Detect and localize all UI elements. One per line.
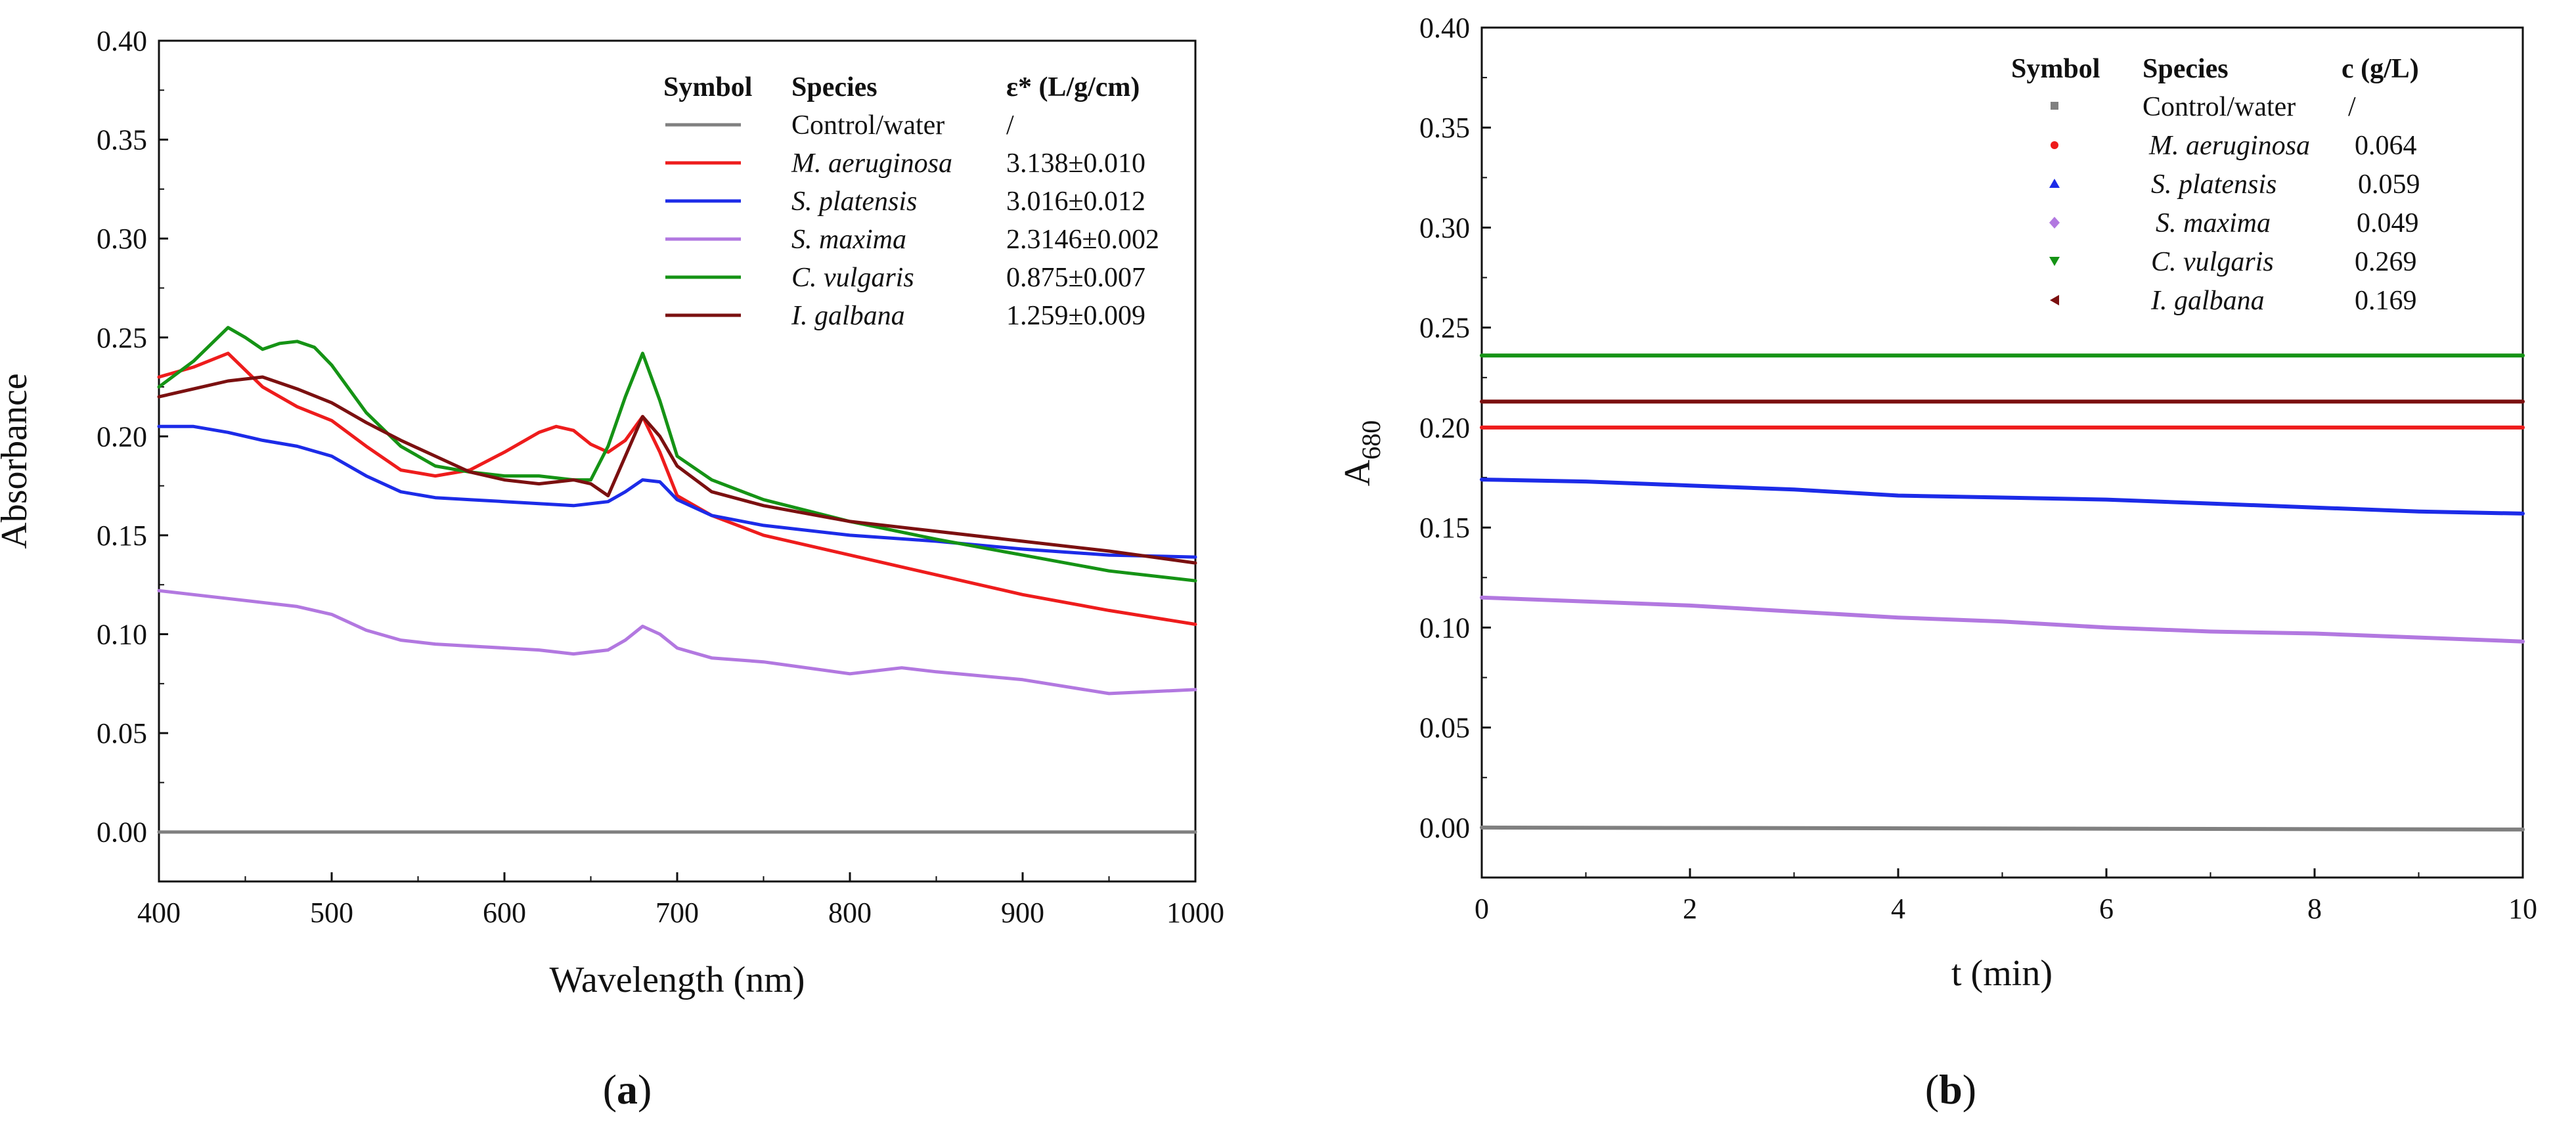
panel-b-x-tick-label: 6 bbox=[2099, 893, 2114, 925]
panel-b-y-axis-title-main: A bbox=[1337, 459, 1378, 486]
panel-b-legend-species-m-aeruginosa: M. aeruginosa bbox=[2148, 131, 2310, 161]
panel-b-legend-value-m-aeruginosa: 0.064 bbox=[2355, 131, 2417, 161]
panel-a-legend-species-s-maxima: S. maxima bbox=[791, 225, 906, 255]
panel-a-y-ticks: 0.00 0.05 0.10 0.15 0.20 0.25 0.30 0.35 0.40 bbox=[97, 25, 168, 849]
panel-b-legend-value-c-vulgaris: 0.269 bbox=[2355, 247, 2417, 277]
panel-b-legend-header-species: Species bbox=[2143, 54, 2229, 84]
panel-a-legend-value-s-maxima: 2.3146±0.002 bbox=[1006, 225, 1159, 255]
panel-b-legend-marker-m-aeruginosa bbox=[2051, 141, 2058, 149]
panel-b-legend-species-c-vulgaris: C. vulgaris bbox=[2151, 247, 2274, 277]
panel-b-y-tick-label: 0.35 bbox=[1419, 112, 1470, 144]
panel-a-series bbox=[157, 326, 1197, 834]
panel-a-x-tick-label: 1000 bbox=[1166, 897, 1224, 929]
panel-b-x-tick-label: 0 bbox=[1475, 893, 1489, 925]
panel-a-y-tick-label: 0.10 bbox=[97, 619, 147, 651]
panel-b-legend-species-control: Control/water bbox=[2143, 92, 2296, 122]
panel-a-y-tick-label: 0.05 bbox=[97, 717, 147, 749]
panel-b-legend-value-s-maxima: 0.049 bbox=[2357, 208, 2419, 238]
panel-b-series-s-maxima bbox=[1480, 595, 2525, 644]
panel-b-legend-value-i-galbana: 0.169 bbox=[2355, 286, 2417, 316]
panel-a-legend-species-s-platensis: S. platensis bbox=[791, 187, 917, 217]
panel-b-y-tick-label: 0.00 bbox=[1419, 812, 1470, 844]
panel-a-y-tick-label: 0.35 bbox=[97, 124, 147, 156]
panel-a-y-tick-label: 0.30 bbox=[97, 223, 147, 255]
panel-a-label-letter: a bbox=[617, 1066, 638, 1113]
panel-b-x-ticks: 0 2 4 6 8 10 bbox=[1475, 868, 2537, 925]
panel-a-legend: Symbol Species ε* (L/g/cm) Control/water… bbox=[663, 72, 1159, 331]
panel-b-legend-marker-s-platensis bbox=[2049, 179, 2060, 188]
panel-b-legend-marker-s-maxima bbox=[2049, 217, 2060, 229]
panel-b-x-axis-title: t (min) bbox=[1951, 953, 2053, 994]
panel-b-x-tick-label: 4 bbox=[1891, 893, 1905, 925]
panel-b-series-s-platensis bbox=[1480, 478, 2525, 516]
panel-a-legend-value-control: / bbox=[1006, 110, 1014, 141]
panel-b-y-tick-label: 0.20 bbox=[1419, 412, 1470, 444]
panel-a-legend-species-control: Control/water bbox=[791, 110, 944, 141]
panel-b-legend-marker-c-vulgaris bbox=[2049, 257, 2060, 266]
panel-a: 0.00 0.05 0.10 0.15 0.20 0.25 0.30 0.35 0.40 400… bbox=[0, 25, 1224, 1113]
panel-b-y-axis-title-subscript: 680 bbox=[1356, 420, 1386, 460]
panel-b-label-letter: b bbox=[1939, 1066, 1963, 1113]
panel-b-y-axis-title: A680 bbox=[1337, 420, 1386, 486]
panel-b-legend-marker-control bbox=[2051, 102, 2058, 110]
panel-a-y-tick-label: 0.20 bbox=[97, 420, 147, 453]
panel-b-legend-species-s-platensis: S. platensis bbox=[2151, 169, 2276, 200]
panel-b-x-tick-label: 2 bbox=[1683, 893, 1697, 925]
panel-b-legend-value-control: / bbox=[2348, 92, 2356, 122]
panel-a-legend-value-m-aeruginosa: 3.138±0.010 bbox=[1006, 148, 1145, 179]
panel-a-y-tick-label: 0.25 bbox=[97, 322, 147, 354]
panel-b-series-control-water bbox=[1480, 825, 2525, 832]
panel-b-y-tick-label: 0.30 bbox=[1419, 211, 1470, 244]
panel-b-legend-marker-i-galbana bbox=[2050, 295, 2059, 305]
panel-a-legend-species-c-vulgaris: C. vulgaris bbox=[791, 263, 914, 293]
panel-a-x-ticks: 400 500 600 700 800 900 1000 bbox=[137, 872, 1224, 929]
panel-b: 0.00 0.05 0.10 0.15 0.20 0.25 0.30 0.35 0.40 0 2 4… bbox=[1337, 12, 2537, 1113]
panel-a-x-axis-title: Wavelength (nm) bbox=[550, 960, 805, 1000]
panel-a-y-tick-label: 0.00 bbox=[97, 816, 147, 849]
panel-b-x-tick-label: 10 bbox=[2508, 893, 2537, 925]
panel-a-x-tick-label: 500 bbox=[310, 897, 353, 929]
panel-a-y-tick-label: 0.15 bbox=[97, 520, 147, 552]
panel-b-legend-header-symbol: Symbol bbox=[2011, 54, 2100, 84]
panel-a-legend-value-i-galbana: 1.259±0.009 bbox=[1006, 301, 1145, 331]
panel-a-legend-species-i-galbana: I. galbana bbox=[791, 301, 905, 331]
panel-a-legend-header-species: Species bbox=[791, 72, 877, 102]
panel-a-legend-header-symbol: Symbol bbox=[663, 72, 752, 102]
panel-a-series-c-vulgaris bbox=[157, 326, 1197, 583]
panel-b-y-tick-label: 0.15 bbox=[1419, 512, 1470, 544]
panel-b-legend-species-s-maxima: S. maxima bbox=[2156, 208, 2271, 238]
panel-a-x-tick-label: 600 bbox=[483, 897, 526, 929]
panel-a-label: (a) bbox=[603, 1066, 652, 1113]
panel-b-y-ticks: 0.00 0.05 0.10 0.15 0.20 0.25 0.30 0.35 0.40 bbox=[1419, 12, 1491, 844]
panel-a-x-tick-label: 800 bbox=[828, 897, 872, 929]
panel-a-y-axis-title: Absorbance bbox=[0, 373, 35, 548]
panel-a-legend-value-s-platensis: 3.016±0.012 bbox=[1006, 187, 1145, 217]
panel-b-legend-header-value: c (g/L) bbox=[2342, 54, 2419, 84]
panel-a-series-i-galbana bbox=[157, 375, 1197, 565]
panel-b-y-tick-label: 0.25 bbox=[1419, 312, 1470, 344]
panel-a-x-tick-label: 400 bbox=[137, 897, 181, 929]
panel-b-legend-species-i-galbana: I. galbana bbox=[2150, 286, 2265, 316]
panel-b-legend-value-s-platensis: 0.059 bbox=[2358, 169, 2420, 200]
panel-a-legend-species-m-aeruginosa: M. aeruginosa bbox=[791, 148, 952, 179]
panel-b-x-tick-label: 8 bbox=[2307, 893, 2322, 925]
panel-b-legend: Symbol Species c (g/L) Control/water / M… bbox=[2011, 54, 2420, 316]
panel-a-series-s-maxima bbox=[157, 589, 1197, 696]
panel-a-series-s-platensis bbox=[157, 424, 1197, 559]
panel-b-y-tick-label: 0.05 bbox=[1419, 712, 1470, 744]
panel-a-legend-header-value: ε* (L/g/cm) bbox=[1006, 72, 1140, 102]
panel-a-x-tick-label: 700 bbox=[655, 897, 699, 929]
panel-b-y-tick-label: 0.40 bbox=[1419, 12, 1470, 44]
panel-b-series bbox=[1480, 353, 2525, 832]
panel-b-label: (b) bbox=[1925, 1066, 1976, 1113]
panel-a-y-tick-label: 0.40 bbox=[97, 25, 147, 57]
panel-a-legend-value-c-vulgaris: 0.875±0.007 bbox=[1006, 263, 1145, 293]
panel-b-y-tick-label: 0.10 bbox=[1419, 612, 1470, 644]
panel-a-series-m-aeruginosa bbox=[157, 351, 1197, 626]
panel-a-x-tick-label: 900 bbox=[1001, 897, 1044, 929]
